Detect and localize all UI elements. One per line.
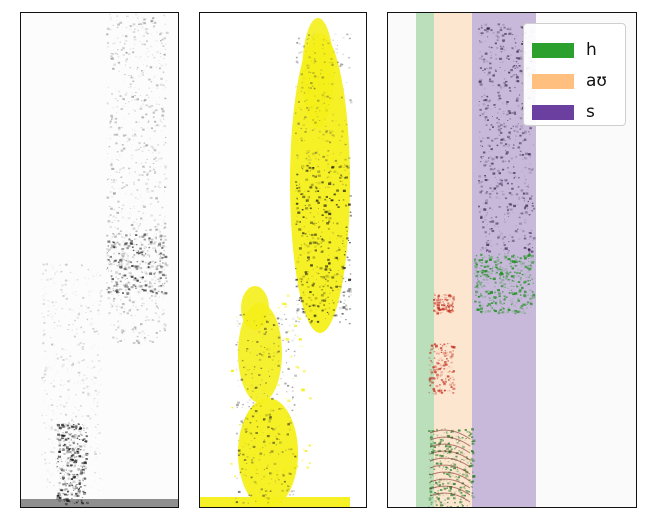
harmonic-lines: [58, 429, 104, 502]
spectrogram-texture: [230, 294, 312, 479]
spectrogram-texture: [295, 163, 352, 325]
baseline-highlight: [200, 497, 350, 507]
energy-blob: [302, 18, 334, 128]
harmonic-lines: [429, 429, 471, 503]
energy-blob: [238, 398, 298, 507]
legend-item-s: s: [532, 99, 595, 125]
spectrogram-texture: [295, 33, 353, 164]
legend-label-h: h: [586, 40, 597, 60]
legend-item-au: aʊ: [532, 68, 607, 94]
spectrogram-texture: [433, 293, 456, 315]
raw-spectrogram-panel: [20, 12, 179, 508]
segment-h: [416, 13, 434, 507]
legend: h aʊ s: [523, 23, 626, 126]
green-swatch-icon: [532, 42, 574, 58]
spectrogram-texture: [473, 253, 536, 315]
orange-swatch-icon: [532, 73, 574, 89]
spectrogram-texture: [235, 313, 297, 504]
energy-blob: [290, 33, 350, 333]
highlighted-spectrogram-panel: [199, 12, 367, 508]
spectrogram-texture: [478, 23, 536, 254]
legend-label-s: s: [586, 102, 595, 122]
segment-au: [434, 13, 472, 507]
legend-item-h: h: [532, 37, 597, 63]
energy-blob: [238, 303, 282, 403]
energy-blob: [241, 286, 269, 330]
highlighted-spectrogram: [200, 18, 353, 507]
purple-swatch-icon: [532, 104, 574, 120]
segmented-spectrogram: [416, 13, 536, 507]
spectrogram-texture: [428, 343, 456, 395]
spectrogram-texture: [106, 233, 169, 295]
legend-label-au: aʊ: [586, 71, 607, 91]
spectrogram-texture: [106, 13, 169, 345]
raw-spectrogram: [21, 13, 178, 507]
segmented-spectrogram-panel: h aʊ s: [387, 12, 637, 508]
baseline-noise: [21, 499, 178, 507]
